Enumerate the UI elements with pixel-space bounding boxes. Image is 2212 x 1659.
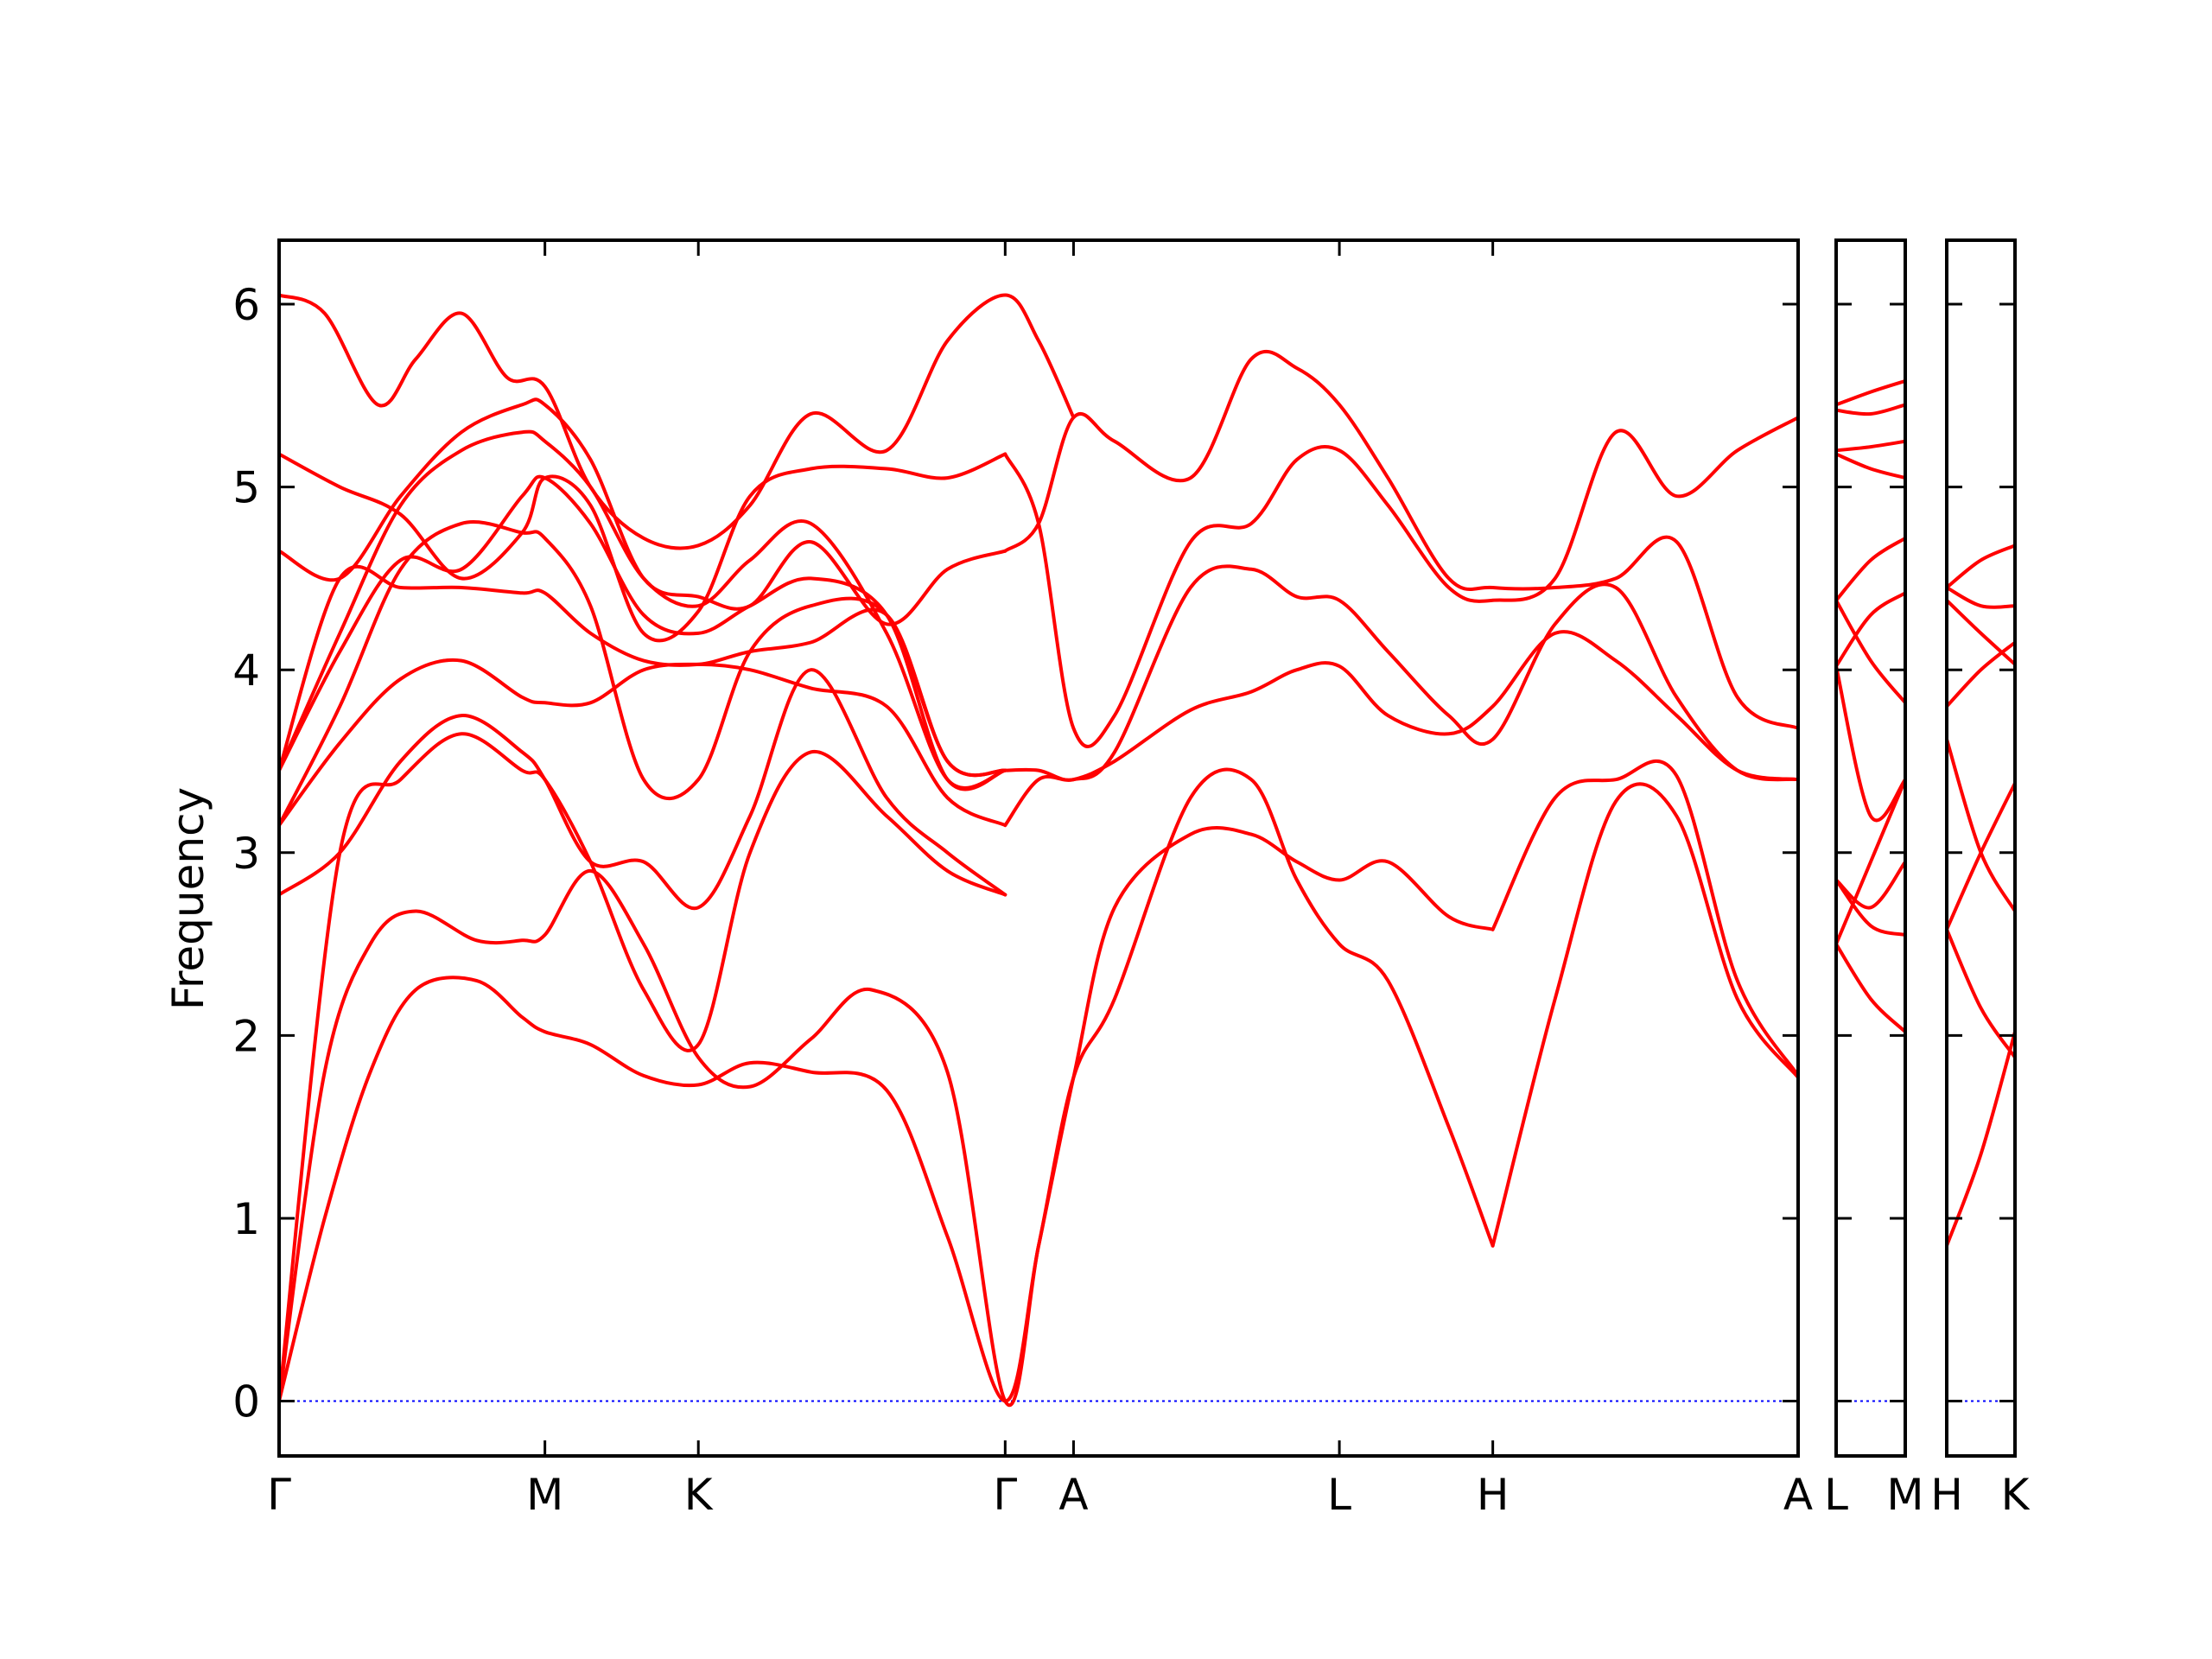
x-tick-label: L	[1824, 1470, 1848, 1520]
band-group	[1836, 378, 1905, 1034]
band-line-3	[279, 732, 1007, 1403]
band-line-10	[1836, 439, 1905, 453]
y-tick-label: 1	[232, 1194, 260, 1244]
band-line-15	[1003, 349, 1798, 730]
band-line-12	[1836, 378, 1905, 407]
band-line-7	[1947, 586, 2015, 609]
band-line-3	[1836, 878, 1905, 937]
x-tick-label: K	[2001, 1470, 2031, 1520]
band-group	[279, 293, 1798, 1407]
band-line-11	[279, 452, 1007, 643]
band-line-5	[1947, 640, 2015, 709]
x-tick-label: M	[526, 1470, 563, 1520]
band-line-10	[279, 397, 1007, 626]
x-tick-label: A	[1058, 1470, 1088, 1520]
y-tick-label: 6	[232, 280, 260, 330]
x-tick-label: H	[1477, 1470, 1510, 1520]
band-line-9	[1836, 452, 1905, 480]
band-line-5	[1836, 664, 1905, 823]
y-tick-label: 3	[232, 829, 260, 879]
x-tick-label: Γ	[267, 1470, 291, 1520]
band-line-1	[1947, 1030, 2015, 1248]
y-axis-label: Frequency	[163, 787, 213, 1010]
band-line-14	[1003, 630, 1798, 828]
x-tick-label: H	[1930, 1470, 1963, 1520]
band-line-4	[1947, 737, 2015, 913]
y-tick-label: 5	[232, 463, 260, 513]
panel-frame	[277, 238, 1800, 1458]
band-line-7	[1836, 598, 1905, 705]
band-line-18	[1491, 782, 1798, 1248]
band-line-1	[1836, 942, 1905, 1034]
band-line-8	[1836, 536, 1905, 602]
band-line-17	[1491, 759, 1798, 1077]
x-tick-label: K	[684, 1470, 714, 1520]
band-line-9	[279, 429, 1007, 790]
band-line-13	[1003, 564, 1798, 782]
y-tick-label: 0	[232, 1377, 260, 1427]
band-line-1	[279, 826, 1495, 1403]
band-line-2	[1836, 778, 1905, 946]
band-line-12	[279, 293, 1076, 550]
band-group	[1947, 543, 2015, 1248]
band-line-2	[1947, 927, 2015, 1059]
x-tick-label: L	[1327, 1470, 1351, 1520]
x-tick-label: Γ	[993, 1470, 1017, 1520]
x-tick-label: M	[1886, 1470, 1923, 1520]
x-tick-label: A	[1783, 1470, 1813, 1520]
band-line-4	[279, 668, 1007, 911]
band-line-16	[1003, 416, 1798, 748]
band-line-5	[279, 658, 1007, 828]
y-tick-label: 2	[232, 1011, 260, 1061]
band-line-2	[279, 767, 1495, 1407]
band-line-8	[1947, 543, 2015, 589]
band-line-4	[1836, 860, 1905, 910]
panel-frame	[1834, 238, 1907, 1458]
band-line-6	[1836, 591, 1905, 668]
panel-frame	[1945, 238, 2017, 1458]
y-tick-label: 4	[232, 645, 260, 696]
band-line-11	[1836, 403, 1905, 416]
band-line-6	[1947, 598, 2015, 666]
